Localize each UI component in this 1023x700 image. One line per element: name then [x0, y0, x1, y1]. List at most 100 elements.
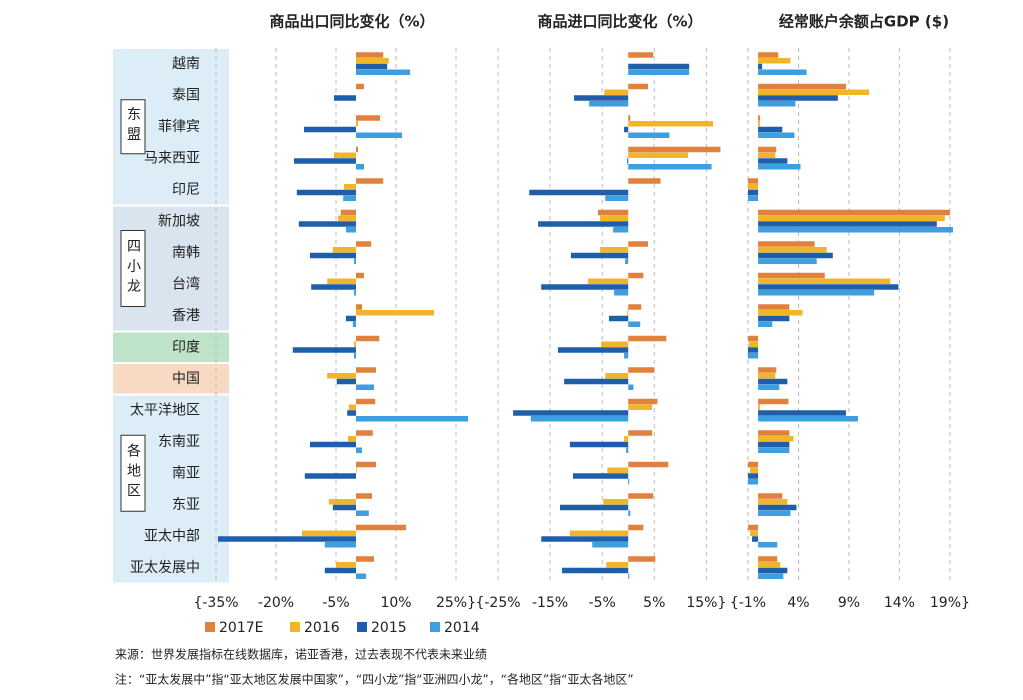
bar [302, 530, 356, 536]
bar [628, 304, 642, 310]
bar [758, 278, 891, 284]
bar [625, 258, 629, 264]
x-tick-label: 10% [380, 595, 411, 611]
legend-label: 2016 [304, 620, 340, 636]
x-tick-label: {-25% [475, 595, 520, 611]
bar [758, 310, 803, 316]
x-tick-label: 4% [787, 595, 809, 611]
bar [758, 115, 761, 121]
bar [356, 384, 374, 390]
bar [356, 493, 372, 499]
bar [356, 83, 364, 90]
bar [749, 341, 759, 347]
bar [292, 347, 356, 353]
bar [592, 542, 629, 548]
bar [758, 430, 790, 436]
bar [356, 335, 380, 342]
bar [750, 467, 759, 473]
bar [574, 95, 629, 101]
x-tick-label: 5% [643, 595, 665, 611]
bar [348, 404, 356, 410]
bar [758, 241, 815, 247]
panel-title: 商品进口同比变化（%） [537, 13, 702, 31]
bar [562, 567, 629, 574]
legend-label: 2017E [219, 620, 263, 636]
bar [758, 499, 788, 505]
bar [570, 252, 629, 259]
bar [748, 473, 759, 479]
bar [748, 189, 759, 196]
group-label: 四小龙 [125, 239, 141, 299]
bar [758, 447, 790, 453]
bar [758, 290, 875, 296]
bar [758, 367, 777, 373]
bar [569, 441, 629, 448]
bar [628, 556, 656, 562]
x-tick-label: {-35% [193, 595, 238, 611]
bar [354, 290, 356, 296]
bar [601, 341, 629, 347]
bar [758, 567, 788, 574]
bar [758, 258, 817, 264]
bar [348, 436, 356, 442]
category-label: 东亚 [172, 497, 200, 513]
category-label: 印度 [172, 339, 200, 355]
bar [748, 524, 759, 531]
bar [538, 221, 629, 227]
bar [758, 215, 945, 221]
legend-swatch [290, 622, 300, 632]
x-tick-label: 25%} [436, 595, 476, 611]
bar [328, 499, 356, 505]
category-label: 新加坡 [158, 213, 200, 229]
bar [529, 189, 629, 196]
bar [541, 284, 629, 290]
category-label: 亚太发展中 [130, 560, 200, 576]
bar [758, 58, 791, 64]
bar [748, 178, 759, 184]
bar [559, 504, 629, 511]
bar [324, 567, 356, 574]
bar [758, 556, 778, 562]
bar [624, 436, 629, 442]
bar [628, 430, 653, 436]
bar [758, 221, 937, 227]
bar [758, 146, 777, 153]
bar [758, 573, 784, 579]
bar [758, 152, 776, 158]
panel-title: 商品出口同比变化（%） [269, 13, 434, 31]
bar [336, 562, 356, 568]
bar [748, 353, 759, 359]
bar [628, 384, 634, 390]
bar [304, 126, 356, 133]
bar [344, 184, 356, 190]
bar [628, 404, 653, 410]
bar [356, 164, 364, 170]
bar [628, 121, 714, 127]
category-label: 印尼 [172, 182, 200, 198]
bar [347, 410, 356, 416]
bar [356, 573, 366, 579]
bar [628, 115, 631, 121]
bar [628, 321, 641, 327]
category-band [113, 332, 229, 362]
bar [356, 461, 376, 468]
x-tick-label: -5% [322, 595, 349, 611]
source-note: 来源：世界发展指标在线数据库，诺亚香港，过去表现不代表未来业绩 [115, 647, 487, 662]
category-label: 香港 [172, 308, 200, 324]
bar [758, 132, 795, 138]
bar [628, 132, 670, 138]
bar [356, 447, 362, 453]
bar [758, 247, 827, 253]
bar [332, 504, 356, 511]
legend-swatch [430, 622, 440, 632]
bar [628, 367, 655, 373]
bar [758, 63, 763, 70]
bar [758, 373, 776, 379]
bar [758, 384, 780, 390]
x-tick-label: -15% [532, 595, 568, 611]
bar [530, 416, 629, 422]
bar [573, 473, 629, 479]
bar [628, 272, 644, 279]
bar [758, 126, 783, 133]
bar [748, 184, 759, 190]
